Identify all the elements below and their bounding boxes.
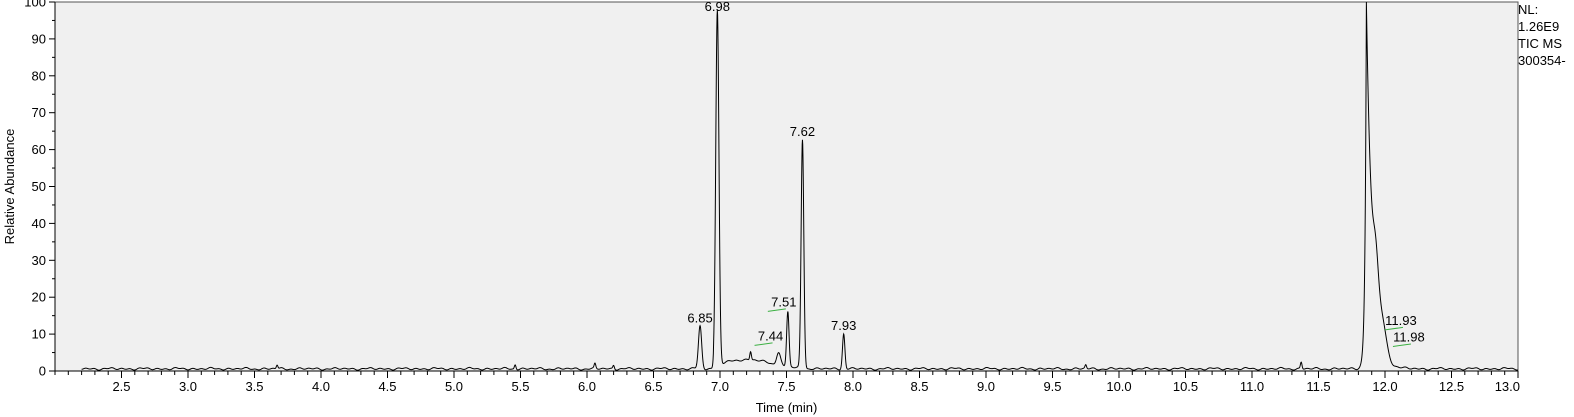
- x-axis: 2.5 3.0 3.5 4.0 4.5 5.0 5.5 6.0 6.5 7.0 7.5 8.0 8.5 9…: [54, 370, 1520, 394]
- y-tick-label: 60: [32, 142, 46, 157]
- y-axis: 0 10 20 30 40 50 60 70 80 90 100: [24, 0, 56, 379]
- x-tick-label: 13.0: [1495, 379, 1520, 394]
- x-tick-label: 7.0: [711, 379, 729, 394]
- y-tick-label: 90: [32, 31, 46, 46]
- x-axis-title: Time (min): [756, 400, 818, 415]
- y-tick-label: 50: [32, 179, 46, 194]
- peak-marker: [1384, 326, 1404, 331]
- x-tick-label: 6.0: [578, 379, 596, 394]
- y-tick-label: 10: [32, 327, 46, 342]
- x-tick-label: 9.0: [977, 379, 995, 394]
- x-tick-label: 5.5: [511, 379, 529, 394]
- normalization-info: NL: 1.26E9 TIC MS 300354-: [1518, 1, 1574, 69]
- y-tick-label: 70: [32, 105, 46, 120]
- tic-trace-line: [81, 1, 1518, 371]
- x-tick-label: 12.5: [1439, 379, 1464, 394]
- x-tick-label: 6.5: [644, 379, 662, 394]
- scan-filter: TIC MS: [1518, 36, 1563, 51]
- peak-label: 7.51: [771, 294, 796, 309]
- x-tick-label: 3.0: [179, 379, 197, 394]
- x-tick-label: 2.5: [112, 379, 130, 394]
- x-tick-label: 3.5: [245, 379, 263, 394]
- x-tick-label: 10.0: [1106, 379, 1131, 394]
- peak-label: 7.62: [790, 124, 815, 139]
- x-tick-label: 8.5: [910, 379, 928, 394]
- x-tick-label: 10.5: [1173, 379, 1198, 394]
- peak-label: 7.93: [831, 318, 856, 333]
- nl-label: NL:: [1518, 2, 1539, 17]
- x-tick-label: 7.5: [777, 379, 795, 394]
- y-tick-label: 0: [39, 364, 46, 379]
- y-tick-label: 80: [32, 68, 46, 83]
- y-tick-label: 40: [32, 216, 46, 231]
- peak-label: 7.44: [758, 328, 783, 343]
- x-tick-label: 5.0: [445, 379, 463, 394]
- peak-marker: [767, 308, 786, 312]
- peak-label: 6.85: [687, 311, 712, 326]
- y-tick-label: 100: [24, 0, 46, 10]
- peak-label: 11.98: [1393, 329, 1425, 344]
- plot-area: [54, 1, 1519, 372]
- nl-value: 1.26E9: [1518, 19, 1560, 34]
- peak-markers: [754, 308, 1412, 347]
- file-name: 300354-: [1518, 53, 1566, 68]
- peak-label: 6.98: [705, 0, 730, 14]
- y-tick-label: 30: [32, 253, 46, 268]
- y-tick-label: 20: [32, 290, 46, 305]
- peak-label: 11.86: [1351, 0, 1383, 1]
- x-tick-label: 4.5: [378, 379, 396, 394]
- x-tick-label: 9.5: [1043, 379, 1061, 394]
- peak-label: 11.93: [1385, 313, 1417, 328]
- x-tick-label: 11.0: [1240, 379, 1264, 394]
- x-tick-label: 12.0: [1372, 379, 1397, 394]
- x-tick-label: 11.5: [1306, 379, 1330, 394]
- peak-marker: [754, 342, 773, 346]
- x-tick-label: 4.0: [312, 379, 330, 394]
- x-tick-label: 8.0: [844, 379, 862, 394]
- peak-marker: [1392, 343, 1412, 347]
- y-axis-title: Relative Abundance: [2, 129, 17, 245]
